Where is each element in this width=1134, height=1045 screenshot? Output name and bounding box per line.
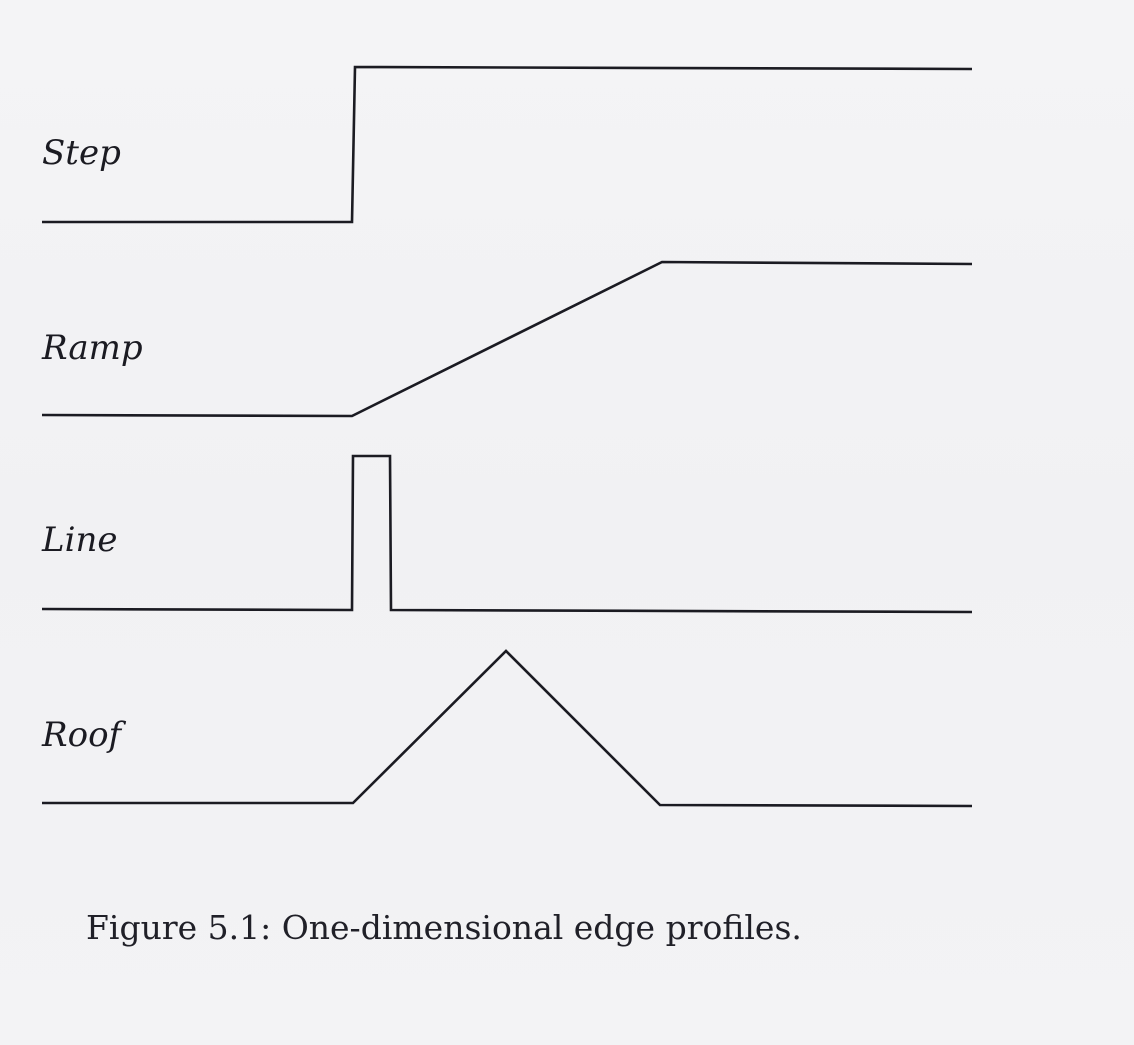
roof-profile: Roof bbox=[41, 649, 973, 808]
ramp-profile-label: Ramp bbox=[41, 328, 143, 368]
ramp-profile-curve bbox=[41, 260, 973, 418]
step-profile-label: Step bbox=[42, 133, 121, 173]
step-profile-curve bbox=[42, 65, 973, 224]
ramp-profile: Ramp bbox=[41, 260, 973, 418]
roof-profile-curve bbox=[42, 649, 973, 808]
line-profile-curve bbox=[41, 454, 973, 614]
step-profile: Step bbox=[42, 65, 973, 224]
roof-profile-label: Roof bbox=[41, 715, 127, 755]
line-profile: Line bbox=[41, 454, 973, 614]
edge-profiles-diagram: Step Ramp Line Roof bbox=[41, 65, 973, 808]
figure-caption: Figure 5.1: One-dimensional edge profile… bbox=[86, 908, 802, 947]
line-profile-label: Line bbox=[41, 520, 117, 560]
